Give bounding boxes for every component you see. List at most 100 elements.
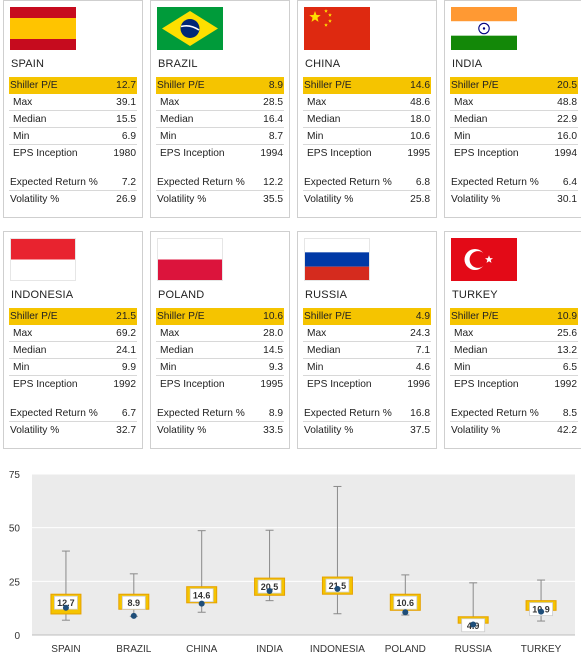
stat-row-min: Min 16.0 bbox=[450, 128, 578, 145]
stat-label: Min bbox=[13, 131, 30, 142]
stat-label: Expected Return % bbox=[304, 177, 392, 188]
stat-label: Min bbox=[160, 362, 177, 373]
stat-label: Shiller P/E bbox=[304, 80, 352, 91]
current-marker bbox=[470, 621, 477, 628]
stat-label: Max bbox=[454, 97, 474, 108]
stat-label: Expected Return % bbox=[304, 408, 392, 419]
stat-row-median: Median 7.1 bbox=[303, 342, 431, 359]
stat-row-pe: Shiller P/E 10.6 bbox=[156, 308, 284, 325]
pe-box-chart: 0 25 50 75 12.7 SPAIN 8.9 BRAZIL 14.6 CHINA 20.5 IN… bbox=[0, 458, 581, 658]
stat-value: 33.5 bbox=[263, 425, 283, 436]
stat-label: Volatility % bbox=[10, 194, 60, 205]
current-marker bbox=[198, 600, 205, 607]
stat-value: 39.1 bbox=[116, 97, 136, 108]
stat-value: 8.5 bbox=[562, 408, 577, 419]
stat-value: 14.5 bbox=[263, 345, 283, 356]
stat-label: Shiller P/E bbox=[10, 311, 58, 322]
value-label: 12.7 bbox=[57, 598, 75, 608]
stat-label: Max bbox=[160, 97, 180, 108]
stat-label: Median bbox=[454, 114, 488, 125]
stat-value: 9.9 bbox=[121, 362, 136, 373]
current-marker bbox=[538, 608, 545, 615]
current-marker bbox=[62, 604, 69, 611]
stat-row-min: Min 10.6 bbox=[303, 128, 431, 145]
current-marker bbox=[266, 587, 273, 594]
value-label-box bbox=[121, 595, 146, 610]
stat-label: Expected Return % bbox=[451, 177, 539, 188]
stat-row-vol: Volatility % 33.5 bbox=[156, 422, 284, 439]
stat-value: 30.1 bbox=[557, 194, 577, 205]
stat-label: Max bbox=[13, 97, 33, 108]
stat-row-exp: Expected Return % 8.5 bbox=[450, 405, 578, 422]
stat-label: Volatility % bbox=[451, 425, 501, 436]
stat-row-vol: Volatility % 35.5 bbox=[156, 191, 284, 208]
y-tick-label: 25 bbox=[9, 577, 21, 588]
stat-row-vol: Volatility % 32.7 bbox=[9, 422, 137, 439]
x-tick-label: POLAND bbox=[385, 644, 426, 655]
value-label: 14.6 bbox=[193, 591, 211, 601]
stat-row-min: Min 6.5 bbox=[450, 359, 578, 376]
stat-label: Min bbox=[13, 362, 30, 373]
stat-row-min: Min 9.3 bbox=[156, 359, 284, 376]
stat-row-exp: Expected Return % 6.8 bbox=[303, 174, 431, 191]
country-card: POLAND Shiller P/E 10.6 Max 28.0 Median 14.5 Mi… bbox=[150, 231, 290, 449]
stat-value: 1980 bbox=[113, 148, 136, 159]
stat-value: 15.5 bbox=[116, 114, 136, 125]
country-name: INDIA bbox=[452, 58, 483, 70]
stat-label: Median bbox=[307, 114, 341, 125]
stat-value: 16.8 bbox=[410, 408, 430, 419]
stat-row-exp: Expected Return % 8.9 bbox=[156, 405, 284, 422]
value-label-box bbox=[393, 595, 418, 610]
stat-value: 16.0 bbox=[557, 131, 577, 142]
x-tick-label: INDIA bbox=[256, 644, 283, 655]
country-name: TURKEY bbox=[452, 289, 498, 301]
stat-label: Volatility % bbox=[157, 194, 207, 205]
stat-row-exp: Expected Return % 6.7 bbox=[9, 405, 137, 422]
y-tick-label: 0 bbox=[14, 631, 20, 642]
stat-label: Median bbox=[307, 345, 341, 356]
y-tick-label: 75 bbox=[9, 470, 21, 481]
india-flag bbox=[451, 7, 517, 50]
russia-flag bbox=[304, 238, 370, 281]
stat-value: 6.8 bbox=[415, 177, 430, 188]
stat-row-median: Median 14.5 bbox=[156, 342, 284, 359]
stat-label: Max bbox=[13, 328, 33, 339]
stat-value: 25.8 bbox=[410, 194, 430, 205]
stat-row-exp: Expected Return % 6.4 bbox=[450, 174, 578, 191]
poland-flag bbox=[157, 238, 223, 281]
stat-row-vol: Volatility % 30.1 bbox=[450, 191, 578, 208]
stat-value: 1992 bbox=[554, 379, 577, 390]
stat-value: 13.2 bbox=[557, 345, 577, 356]
stat-value: 8.9 bbox=[268, 408, 283, 419]
stat-label: EPS Inception bbox=[13, 379, 78, 390]
stat-value: 26.9 bbox=[116, 194, 136, 205]
stat-label: Max bbox=[160, 328, 180, 339]
country-name: BRAZIL bbox=[158, 58, 198, 70]
stat-row-max: Max 48.6 bbox=[303, 94, 431, 111]
country-name: SPAIN bbox=[11, 58, 45, 70]
stat-label: Median bbox=[13, 114, 47, 125]
stat-value: 16.4 bbox=[263, 114, 283, 125]
stat-row-max: Max 25.6 bbox=[450, 325, 578, 342]
stat-value: 9.3 bbox=[268, 362, 283, 373]
country-card: CHINA Shiller P/E 14.6 Max 48.6 Median 18.0 Min… bbox=[297, 0, 437, 218]
stat-value: 1995 bbox=[407, 148, 430, 159]
stat-row-eps: EPS Inception 1980 bbox=[9, 145, 137, 162]
x-tick-label: RUSSIA bbox=[455, 644, 493, 655]
china-flag bbox=[304, 7, 370, 50]
stat-value: 35.5 bbox=[263, 194, 283, 205]
stat-value: 69.2 bbox=[116, 328, 136, 339]
stat-label: Min bbox=[454, 362, 471, 373]
stat-label: EPS Inception bbox=[307, 379, 372, 390]
stat-label: Shiller P/E bbox=[10, 80, 58, 91]
stat-label: Max bbox=[307, 328, 327, 339]
stat-label: Median bbox=[13, 345, 47, 356]
stat-label: EPS Inception bbox=[454, 379, 519, 390]
stat-value: 6.7 bbox=[121, 408, 136, 419]
stat-row-exp: Expected Return % 16.8 bbox=[303, 405, 431, 422]
stat-row-eps: EPS Inception 1995 bbox=[303, 145, 431, 162]
stat-row-median: Median 16.4 bbox=[156, 111, 284, 128]
country-card: RUSSIA Shiller P/E 4.9 Max 24.3 Median 7.1 Min 4… bbox=[297, 231, 437, 449]
stat-row-median: Median 24.1 bbox=[9, 342, 137, 359]
stat-row-max: Max 24.3 bbox=[303, 325, 431, 342]
